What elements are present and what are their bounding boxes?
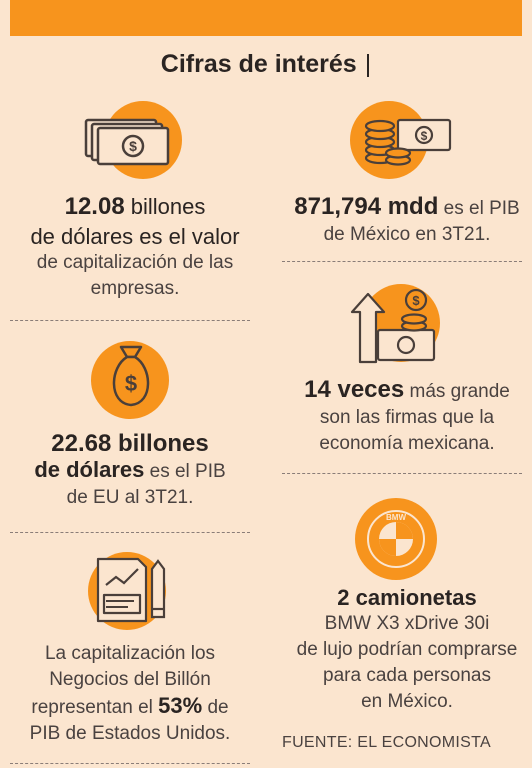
us-gdp-line3: de EU al 3T21. xyxy=(66,487,194,508)
svg-text:$: $ xyxy=(129,138,137,154)
top-accent-bar xyxy=(10,0,522,36)
us-gdp-line2-rest: es el PIB xyxy=(144,461,226,482)
bmw-logo-text: BMW xyxy=(386,513,406,522)
firms-line3: economía mexicana. xyxy=(319,433,495,454)
firms-multiplier: 14 veces xyxy=(304,376,405,403)
financial-report-icon xyxy=(96,557,166,623)
firms-vs-economy-text: 14 veces más grande son las firmas que l… xyxy=(282,377,532,457)
billion-line2: Negocios del Billón xyxy=(49,669,211,690)
bmw-logo-icon: BMW xyxy=(367,510,425,568)
divider xyxy=(10,763,250,764)
billion-line1: La capitalización los xyxy=(44,643,216,664)
bmw-line5: en México. xyxy=(361,691,453,712)
coins-and-bill-icon: $ xyxy=(364,118,452,166)
growth-arrow-cash-icon: $ xyxy=(350,288,436,364)
bmw-line2: BMW X3 xDrive 30i xyxy=(324,613,490,634)
svg-text:$: $ xyxy=(421,129,428,143)
divider xyxy=(10,532,250,533)
bmw-line3: de lujo podrían comprarse xyxy=(296,639,518,660)
billion-line4: PIB de Estados Unidos. xyxy=(29,723,231,744)
mexico-gdp-text: 871,794 mdd es el PIB de México en 3T21. xyxy=(282,194,532,248)
billion-line3-pre: representan el xyxy=(31,697,159,718)
source-credit: FUENTE: EL ECONOMISTA xyxy=(282,734,491,751)
bmw-line1: 2 camionetas xyxy=(337,585,477,610)
page-title: Cifras de interés | xyxy=(0,50,532,79)
capitalization-line4: empresas. xyxy=(90,278,180,299)
bmw-text: 2 camionetas BMW X3 xDrive 30i de lujo p… xyxy=(282,585,532,715)
capitalization-text: 12.08 billones de dólares es el valor de… xyxy=(10,194,260,302)
billion-line3-post: de xyxy=(202,697,229,718)
svg-text:$: $ xyxy=(412,293,420,308)
billion-percentage: 53% xyxy=(158,693,203,718)
divider xyxy=(282,261,522,262)
title-text: Cifras de interés xyxy=(160,50,357,78)
firms-line2: son las firmas que la xyxy=(319,407,495,428)
capitalization-line3: de capitalización de las xyxy=(36,252,234,273)
capitalization-unit: billones xyxy=(124,194,206,219)
bmw-line4: para cada personas xyxy=(323,665,491,686)
billion-business-text: La capitalización los Negocios del Billó… xyxy=(10,641,250,747)
firms-line1-rest: más grande xyxy=(404,381,510,402)
divider xyxy=(282,473,522,474)
money-bag-icon: $ xyxy=(112,345,150,407)
mexico-gdp-line1-rest: es el PIB xyxy=(438,198,520,219)
mexico-gdp-value: 871,794 mdd xyxy=(294,193,439,220)
capitalization-line2: de dólares es el valor xyxy=(30,224,240,249)
divider xyxy=(10,320,250,321)
banknote-stack-icon: $ xyxy=(84,118,170,166)
capitalization-value: 12.08 xyxy=(64,193,125,220)
us-gdp-value: 22.68 billones xyxy=(51,430,209,457)
us-gdp-unit: de dólares xyxy=(34,457,145,482)
mexico-gdp-line2: de México en 3T21. xyxy=(323,224,491,245)
svg-text:$: $ xyxy=(125,371,137,396)
us-gdp-text: 22.68 billones de dólares es el PIB de E… xyxy=(10,431,250,511)
title-separator: | xyxy=(364,50,372,78)
